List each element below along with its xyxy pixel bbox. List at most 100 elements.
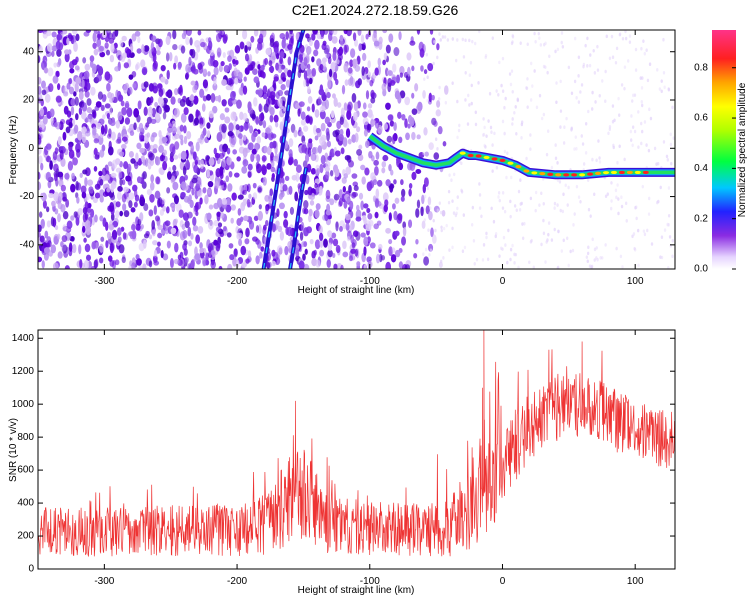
noise-cell	[201, 130, 206, 139]
noise-cell	[325, 170, 330, 179]
noise-cell	[314, 209, 320, 219]
noise-cell	[503, 131, 506, 136]
colorbar-gradient	[712, 30, 736, 269]
noise-cell	[193, 164, 199, 174]
noise-cell	[550, 165, 554, 170]
noise-cell	[180, 138, 184, 146]
spectrogram-x-tick-label: 0	[500, 276, 506, 287]
noise-cell	[288, 149, 293, 158]
noise-cell	[471, 205, 475, 210]
noise-cell	[243, 215, 249, 222]
noise-cell	[197, 226, 204, 234]
noise-cell	[40, 98, 44, 107]
noise-cell	[422, 151, 425, 156]
noise-cell	[414, 83, 419, 92]
noise-cell	[181, 32, 187, 40]
noise-cell	[605, 34, 608, 39]
noise-cell	[320, 30, 324, 38]
noise-cell	[206, 130, 211, 139]
noise-cell	[117, 111, 123, 121]
noise-cell	[314, 239, 321, 250]
noise-cell	[253, 215, 259, 222]
noise-cell	[464, 38, 467, 43]
noise-cell	[279, 108, 285, 118]
noise-cell	[173, 258, 180, 265]
noise-cell	[139, 212, 144, 222]
noise-cell	[51, 200, 56, 207]
snr-y-tick-label: 200	[17, 531, 34, 542]
noise-cell	[567, 65, 571, 70]
noise-cell	[247, 163, 253, 171]
noise-cell	[164, 220, 171, 227]
noise-cell	[575, 184, 579, 189]
noise-cell	[243, 121, 249, 131]
noise-cell	[511, 89, 514, 94]
noise-cell	[611, 104, 615, 108]
noise-cell	[585, 255, 589, 259]
noise-cell	[358, 43, 363, 52]
noise-cell	[83, 31, 90, 37]
noise-cell	[338, 134, 344, 141]
noise-cell	[220, 179, 224, 186]
noise-cell	[257, 64, 261, 70]
noise-cell	[344, 79, 349, 86]
noise-cell	[559, 208, 562, 213]
noise-cell	[366, 207, 371, 214]
noise-cell	[317, 96, 322, 106]
noise-cell	[634, 68, 638, 72]
noise-cell	[347, 101, 353, 111]
noise-cell	[123, 210, 130, 218]
noise-cell	[604, 194, 608, 199]
noise-cell	[82, 169, 88, 175]
noise-cell	[634, 205, 637, 210]
noise-cell	[615, 246, 618, 251]
noise-cell	[102, 114, 106, 120]
noise-cell	[125, 100, 130, 108]
noise-cell	[593, 71, 597, 75]
noise-cell	[279, 32, 286, 40]
noise-cell	[255, 255, 260, 265]
noise-cell	[271, 173, 275, 179]
noise-cell	[579, 90, 582, 94]
noise-cell	[175, 170, 179, 176]
noise-cell	[580, 134, 583, 138]
noise-cell	[393, 121, 397, 131]
noise-cell	[457, 128, 461, 133]
noise-cell	[92, 126, 97, 136]
noise-cell	[56, 48, 62, 57]
noise-cell	[348, 255, 353, 262]
noise-cell	[83, 259, 90, 269]
noise-cell	[285, 31, 289, 40]
noise-cell	[243, 76, 247, 82]
noise-cell	[307, 95, 313, 104]
noise-cell	[387, 114, 394, 121]
noise-cell	[206, 169, 211, 178]
ridge-highlight	[263, 30, 304, 269]
noise-cell	[405, 132, 410, 141]
noise-cell	[49, 108, 55, 118]
noise-cell	[38, 77, 42, 85]
noise-cell	[580, 83, 584, 87]
snr-x-tick-label: -200	[227, 576, 247, 587]
trace-hot-core	[571, 173, 578, 177]
noise-cell	[309, 116, 313, 126]
noise-cell	[375, 188, 380, 199]
noise-cell	[57, 83, 61, 91]
noise-cell	[321, 57, 327, 63]
noise-cell	[438, 261, 443, 268]
noise-cell	[91, 241, 97, 250]
noise-cell	[361, 66, 365, 77]
noise-cell	[436, 208, 439, 213]
noise-cell	[188, 240, 193, 247]
noise-cell	[640, 129, 644, 134]
noise-cell	[196, 44, 201, 53]
noise-cell	[180, 181, 187, 190]
noise-cell	[309, 239, 314, 245]
noise-cell	[230, 111, 237, 121]
noise-cell	[505, 175, 508, 180]
noise-cell	[416, 134, 421, 140]
noise-cell	[279, 121, 284, 131]
noise-cell	[154, 190, 161, 199]
noise-cell	[239, 136, 243, 146]
noise-cell	[470, 223, 474, 227]
